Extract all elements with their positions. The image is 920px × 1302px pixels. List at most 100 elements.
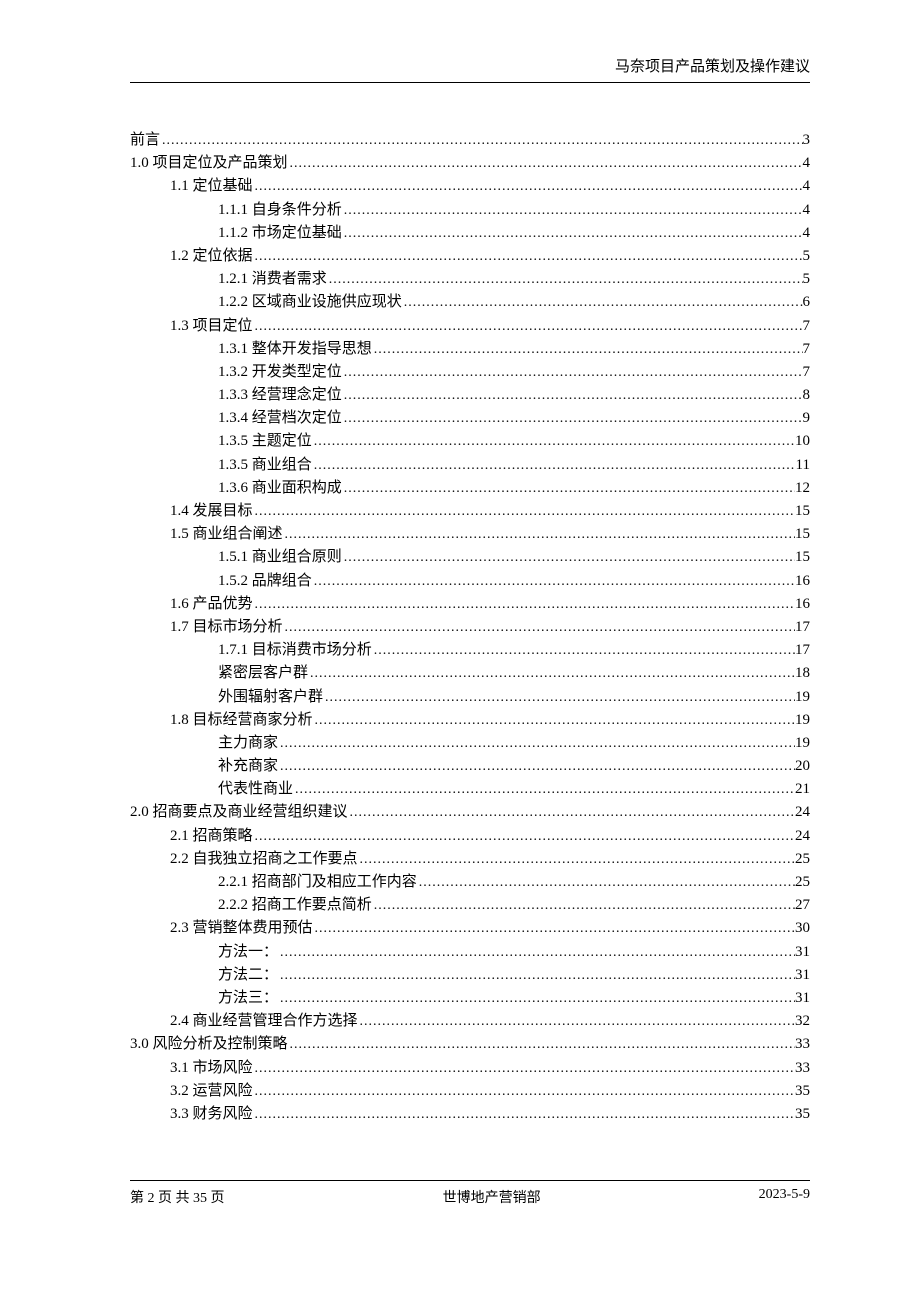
toc-leader-dots bbox=[160, 134, 802, 148]
toc-leader-dots bbox=[278, 737, 795, 751]
toc-page-number: 31 bbox=[795, 991, 810, 1006]
toc-leader-dots bbox=[342, 204, 803, 218]
toc-entry: 2.2.1 招商部门及相应工作内容25 bbox=[130, 875, 810, 890]
toc-label: 1.3.5 商业组合 bbox=[218, 458, 312, 473]
toc-leader-dots bbox=[283, 621, 795, 635]
toc-leader-dots bbox=[278, 760, 795, 774]
toc-entry: 1.3.5 商业组合11 bbox=[130, 458, 810, 473]
toc-leader-dots bbox=[323, 691, 795, 705]
toc-leader-dots bbox=[348, 806, 795, 820]
page-footer: 第 2 页 共 35 页 世博地产营销部 2023-5-9 bbox=[130, 1180, 810, 1207]
toc-label: 1.3.1 整体开发指导思想 bbox=[218, 342, 372, 357]
toc-page-number: 19 bbox=[795, 713, 810, 728]
toc-entry: 2.2 自我独立招商之工作要点 25 bbox=[130, 852, 810, 867]
toc-label: 外围辐射客户群 bbox=[218, 690, 323, 705]
toc-page-number: 25 bbox=[795, 852, 810, 867]
toc-entry: 1.3.2 开发类型定位7 bbox=[130, 365, 810, 380]
toc-label: 3.1 市场风险 bbox=[170, 1061, 253, 1076]
toc-page-number: 19 bbox=[795, 690, 810, 705]
toc-leader-dots bbox=[253, 1085, 795, 1099]
toc-leader-dots bbox=[342, 366, 803, 380]
toc-page-number: 15 bbox=[795, 527, 810, 542]
toc-entry: 1.3.3 经营理念定位 8 bbox=[130, 388, 810, 403]
toc-leader-dots bbox=[288, 1038, 795, 1052]
toc-label: 2.1 招商策略 bbox=[170, 829, 253, 844]
toc-label: 2.0 招商要点及商业经营组织建议 bbox=[130, 805, 348, 820]
toc-entry: 1.5.1 商业组合原则15 bbox=[130, 550, 810, 565]
toc-label: 1.3.4 经营档次定位 bbox=[218, 411, 342, 426]
toc-leader-dots bbox=[253, 830, 795, 844]
toc-entry: 1.2.2 区域商业设施供应现状6 bbox=[130, 295, 810, 310]
toc-entry: 3.0 风险分析及控制策略 33 bbox=[130, 1037, 810, 1052]
toc-entry: 1.1.1 自身条件分析4 bbox=[130, 203, 810, 218]
toc-page-number: 10 bbox=[795, 434, 810, 449]
toc-page-number: 16 bbox=[795, 597, 810, 612]
toc-label: 3.3 财务风险 bbox=[170, 1107, 253, 1122]
toc-label: 2.2 自我独立招商之工作要点 bbox=[170, 852, 358, 867]
toc-entry: 1.3.1 整体开发指导思想7 bbox=[130, 342, 810, 357]
toc-label: 1.2 定位依据 bbox=[170, 249, 253, 264]
toc-entry: 主力商家19 bbox=[130, 736, 810, 751]
toc-label: 3.0 风险分析及控制策略 bbox=[130, 1037, 288, 1052]
toc-label: 1.0 项目定位及产品策划 bbox=[130, 156, 288, 171]
toc-entry: 1.5 商业组合阐述 15 bbox=[130, 527, 810, 542]
toc-page-number: 4 bbox=[803, 226, 811, 241]
footer-date: 2023-5-9 bbox=[759, 1187, 810, 1207]
toc-entry: 2.0 招商要点及商业经营组织建议 24 bbox=[130, 805, 810, 820]
toc-leader-dots bbox=[372, 644, 795, 658]
toc-leader-dots bbox=[312, 575, 795, 589]
toc-leader-dots bbox=[308, 667, 795, 681]
toc-entry: 方法一：31 bbox=[130, 945, 810, 960]
toc-label: 1.4 发展目标 bbox=[170, 504, 253, 519]
toc-label: 1.7 目标市场分析 bbox=[170, 620, 283, 635]
toc-page-number: 12 bbox=[795, 481, 810, 496]
toc-leader-dots bbox=[253, 320, 803, 334]
toc-entry: 1.2.1 消费者需求5 bbox=[130, 272, 810, 287]
toc-leader-dots bbox=[372, 899, 795, 913]
toc-page-number: 17 bbox=[795, 620, 810, 635]
toc-label: 代表性商业 bbox=[218, 782, 293, 797]
toc-leader-dots bbox=[253, 1062, 795, 1076]
toc-page-number: 31 bbox=[795, 945, 810, 960]
toc-page-number: 20 bbox=[795, 759, 810, 774]
toc-label: 主力商家 bbox=[218, 736, 278, 751]
toc-leader-dots bbox=[402, 296, 803, 310]
toc-label: 1.3.3 经营理念定位 bbox=[218, 388, 342, 403]
toc-entry: 1.2 定位依据5 bbox=[130, 249, 810, 264]
toc-page-number: 25 bbox=[795, 875, 810, 890]
toc-entry: 外围辐射客户群 19 bbox=[130, 690, 810, 705]
toc-entry: 前言3 bbox=[130, 133, 810, 148]
toc-leader-dots bbox=[312, 435, 795, 449]
toc-entry: 代表性商业21 bbox=[130, 782, 810, 797]
toc-label: 1.8 目标经营商家分析 bbox=[170, 713, 313, 728]
toc-page-number: 24 bbox=[795, 805, 810, 820]
toc-entry: 3.2 运营风险35 bbox=[130, 1084, 810, 1099]
toc-entry: 1.3.4 经营档次定位 9 bbox=[130, 411, 810, 426]
toc-page-number: 6 bbox=[803, 295, 811, 310]
toc-page-number: 8 bbox=[803, 388, 811, 403]
toc-entry: 补充商家20 bbox=[130, 759, 810, 774]
toc-entry: 1.1 定位基础4 bbox=[130, 179, 810, 194]
toc-label: 1.2.1 消费者需求 bbox=[218, 272, 327, 287]
toc-entry: 方法三： 31 bbox=[130, 991, 810, 1006]
toc-entry: 1.3.6 商业面积构成12 bbox=[130, 481, 810, 496]
toc-label: 1.1 定位基础 bbox=[170, 179, 253, 194]
toc-leader-dots bbox=[342, 389, 803, 403]
toc-label: 1.5 商业组合阐述 bbox=[170, 527, 283, 542]
toc-page-number: 33 bbox=[795, 1037, 810, 1052]
toc-label: 2.2.2 招商工作要点简析 bbox=[218, 898, 372, 913]
toc-leader-dots bbox=[327, 273, 803, 287]
toc-page-number: 24 bbox=[795, 829, 810, 844]
toc-page-number: 9 bbox=[803, 411, 811, 426]
toc-label: 1.6 产品优势 bbox=[170, 597, 253, 612]
toc-entry: 紧密层客户群18 bbox=[130, 666, 810, 681]
toc-entry: 1.0 项目定位及产品策划 4 bbox=[130, 156, 810, 171]
toc-page-number: 4 bbox=[803, 156, 811, 171]
toc-page-number: 4 bbox=[803, 203, 811, 218]
toc-leader-dots bbox=[342, 412, 803, 426]
toc-leader-dots bbox=[342, 551, 795, 565]
toc-entry: 2.1 招商策略 24 bbox=[130, 829, 810, 844]
toc-label: 方法三： bbox=[218, 991, 278, 1006]
toc-page-number: 31 bbox=[795, 968, 810, 983]
toc-leader-dots bbox=[313, 714, 795, 728]
